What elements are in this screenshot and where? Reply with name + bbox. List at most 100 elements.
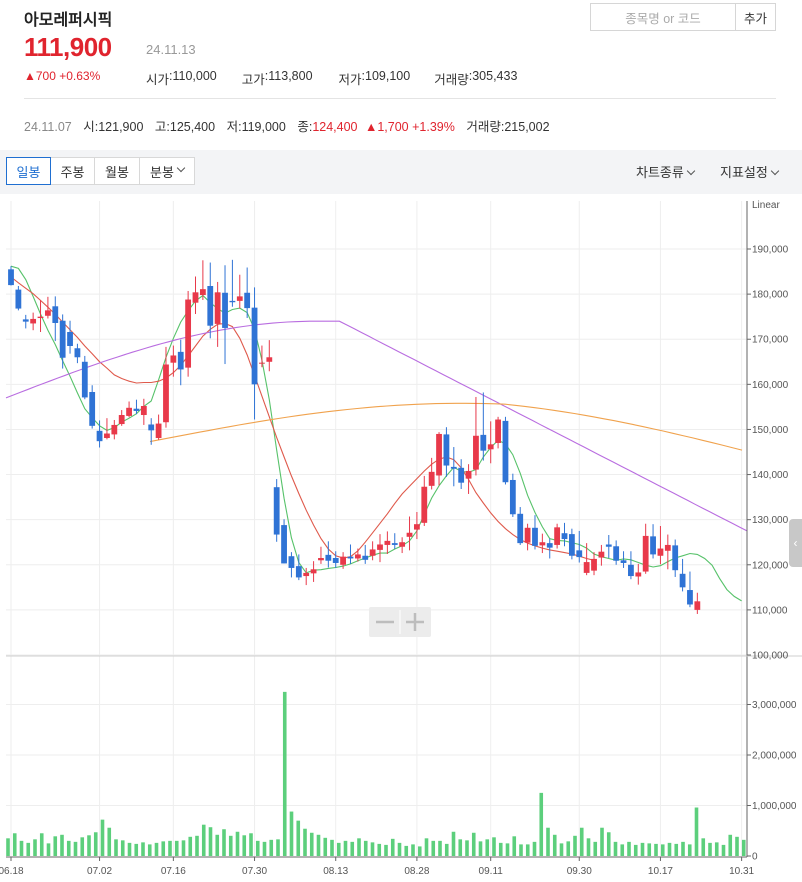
volume-tick-label: 2,000,000 (752, 751, 797, 762)
zoom-control[interactable] (369, 607, 431, 637)
volume-bar (465, 840, 469, 856)
volume-bar (714, 842, 719, 856)
volume-bar (235, 831, 240, 856)
zoom-in-icon[interactable] (406, 613, 424, 631)
price-tick-label: 110,000 (752, 605, 788, 616)
volume-bar (667, 842, 672, 856)
candle-body (177, 351, 184, 370)
x-tick-label: 08.28 (404, 866, 429, 877)
volume-bar (471, 832, 476, 856)
prev-low: 119,000 (241, 120, 286, 134)
tab-minute[interactable]: 분봉 (139, 157, 195, 185)
prev-high-label: 고 (154, 120, 167, 134)
candle-body (133, 408, 140, 411)
candle-body (694, 601, 701, 610)
candle-body (325, 554, 332, 561)
add-button[interactable]: 추가 (736, 3, 776, 31)
candle-body (539, 542, 546, 546)
volume-bar (303, 828, 307, 856)
candle (347, 544, 354, 564)
candle-body (251, 307, 258, 385)
candle (192, 276, 199, 314)
candle-body (347, 556, 354, 559)
candle-body (288, 556, 295, 568)
candle (613, 540, 620, 565)
candle-body (406, 532, 413, 537)
candle (502, 416, 509, 485)
candles (8, 259, 701, 614)
candle-body (266, 357, 273, 362)
open-label: 시가 (146, 73, 170, 87)
candle (104, 418, 110, 440)
volume-bar (195, 835, 199, 856)
ma120-line (149, 402, 743, 451)
volume-bar (141, 842, 145, 856)
candle (8, 266, 14, 286)
candle-body (524, 527, 531, 543)
tab-monthly[interactable]: 월봉 (94, 157, 140, 185)
candle-body (81, 361, 88, 398)
volume-bars (6, 691, 746, 856)
candle (532, 515, 538, 550)
candle (539, 533, 546, 554)
candle (81, 355, 88, 400)
volume-bar (6, 838, 10, 856)
candle (140, 398, 147, 425)
x-tick-label: 07.30 (242, 866, 267, 877)
volume-bar (647, 843, 652, 856)
candle-body (155, 423, 162, 439)
candle-body (443, 434, 450, 466)
candle-body (369, 549, 376, 556)
ma20-line (10, 276, 595, 561)
volume-bar (485, 839, 490, 856)
previous-day-quote: 24.11.07 시:121,900 고:125,400 저:119,000 종… (24, 116, 550, 135)
candle-body (318, 558, 324, 561)
volume-bar (552, 834, 557, 856)
volume-bar (309, 832, 314, 856)
candle (185, 290, 192, 377)
stock-search-input[interactable]: 종목명 or 코드 (590, 3, 736, 31)
panel-toggle-handle[interactable]: ‹ (789, 519, 802, 567)
volume-bar (620, 844, 625, 856)
volume-bar (93, 832, 98, 856)
volume-bar (188, 836, 193, 856)
candle (155, 414, 162, 440)
candle (15, 286, 22, 311)
candle (635, 563, 642, 585)
volume-bar (66, 840, 71, 856)
candle (251, 287, 258, 420)
candle (377, 534, 383, 563)
grid-lines (6, 201, 747, 857)
volume-bar (201, 824, 206, 856)
candle (266, 340, 273, 372)
candle (414, 512, 420, 540)
prev-high: 125,400 (169, 120, 216, 134)
candle (133, 399, 140, 415)
candle-body (163, 364, 169, 423)
indicator-settings-menu[interactable]: 지표설정 (720, 162, 780, 181)
colon: : (308, 120, 313, 134)
prev-open-label: 시 (83, 120, 95, 134)
price-tick-label: 190,000 (752, 245, 789, 256)
chevron-down-icon (176, 163, 186, 173)
volume-bar (255, 840, 260, 856)
volume-bar (168, 840, 172, 856)
volume-bar (384, 844, 388, 856)
volume-bar (546, 827, 550, 856)
candle (222, 265, 228, 365)
tab-daily[interactable]: 일봉 (6, 157, 51, 185)
tab-weekly[interactable]: 주봉 (50, 157, 95, 185)
tab-minute-label: 분봉 (150, 164, 174, 180)
volume-bar (350, 841, 355, 856)
price-change: ▲700 +0.63% (24, 69, 101, 83)
candle (362, 544, 369, 564)
candle (384, 531, 391, 554)
candle-body (450, 466, 457, 469)
candle-body (185, 299, 192, 368)
candle-body (244, 292, 251, 309)
candle (605, 535, 612, 559)
candle-body (229, 300, 236, 303)
candle-body (303, 572, 310, 577)
chart-type-menu[interactable]: 차트종류 (636, 162, 696, 181)
volume-bar (735, 836, 739, 856)
